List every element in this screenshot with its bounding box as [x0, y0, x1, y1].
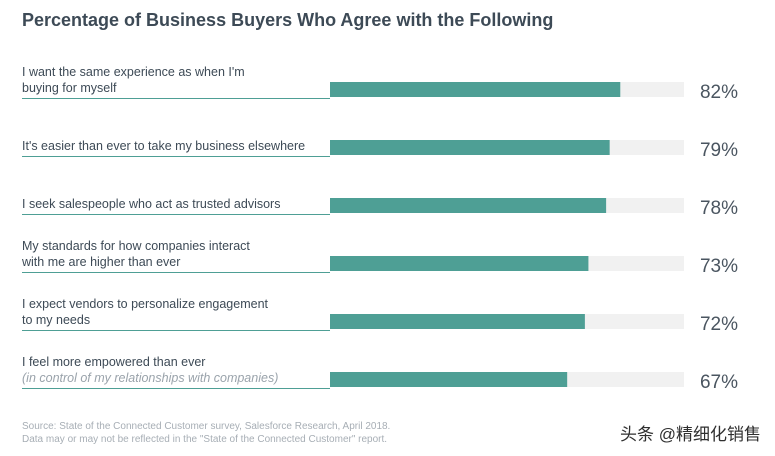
category-label: I feel more empowered than ever [22, 355, 205, 369]
category-label: My standards for how companies interact [22, 239, 250, 253]
value-label: 78% [700, 198, 738, 219]
category-label: I seek salespeople who act as trusted ad… [22, 197, 280, 211]
bar-row: I seek salespeople who act as trusted ad… [22, 197, 738, 219]
source-line-1: Source: State of the Connected Customer … [22, 421, 391, 432]
value-label: 82% [700, 82, 738, 103]
value-label: 72% [700, 314, 738, 335]
category-label: with me are higher than ever [21, 255, 180, 269]
bar [330, 314, 585, 329]
category-label: It's easier than ever to take my busines… [22, 139, 305, 153]
chart-title: Percentage of Business Buyers Who Agree … [22, 10, 554, 30]
bar [330, 198, 607, 213]
category-label: to my needs [22, 313, 90, 327]
category-label: I want the same experience as when I'm [22, 65, 245, 79]
category-label: buying for myself [22, 81, 117, 95]
watermark: 头条 @精细化销售 [620, 425, 761, 444]
bar [330, 256, 589, 271]
bar [330, 82, 621, 97]
value-label: 79% [700, 140, 738, 161]
source-line-2: Data may or may not be reflected in the … [22, 434, 388, 445]
bar [330, 372, 568, 387]
value-label: 67% [700, 372, 738, 393]
bar-row: I expect vendors to personalize engageme… [22, 297, 738, 335]
bar [330, 140, 610, 155]
category-sublabel: (in control of my relationships with com… [22, 371, 278, 385]
bar-row: I feel more empowered than ever (in contr… [22, 355, 738, 393]
source-note: Source: State of the Connected Customer … [22, 420, 390, 446]
bar-row: I want the same experience as when I'm bu… [22, 65, 738, 103]
category-label: I expect vendors to personalize engageme… [22, 297, 269, 311]
bar-row: My standards for how companies interact w… [21, 239, 738, 277]
bar-row: It's easier than ever to take my busines… [22, 139, 738, 161]
value-label: 73% [700, 256, 738, 277]
